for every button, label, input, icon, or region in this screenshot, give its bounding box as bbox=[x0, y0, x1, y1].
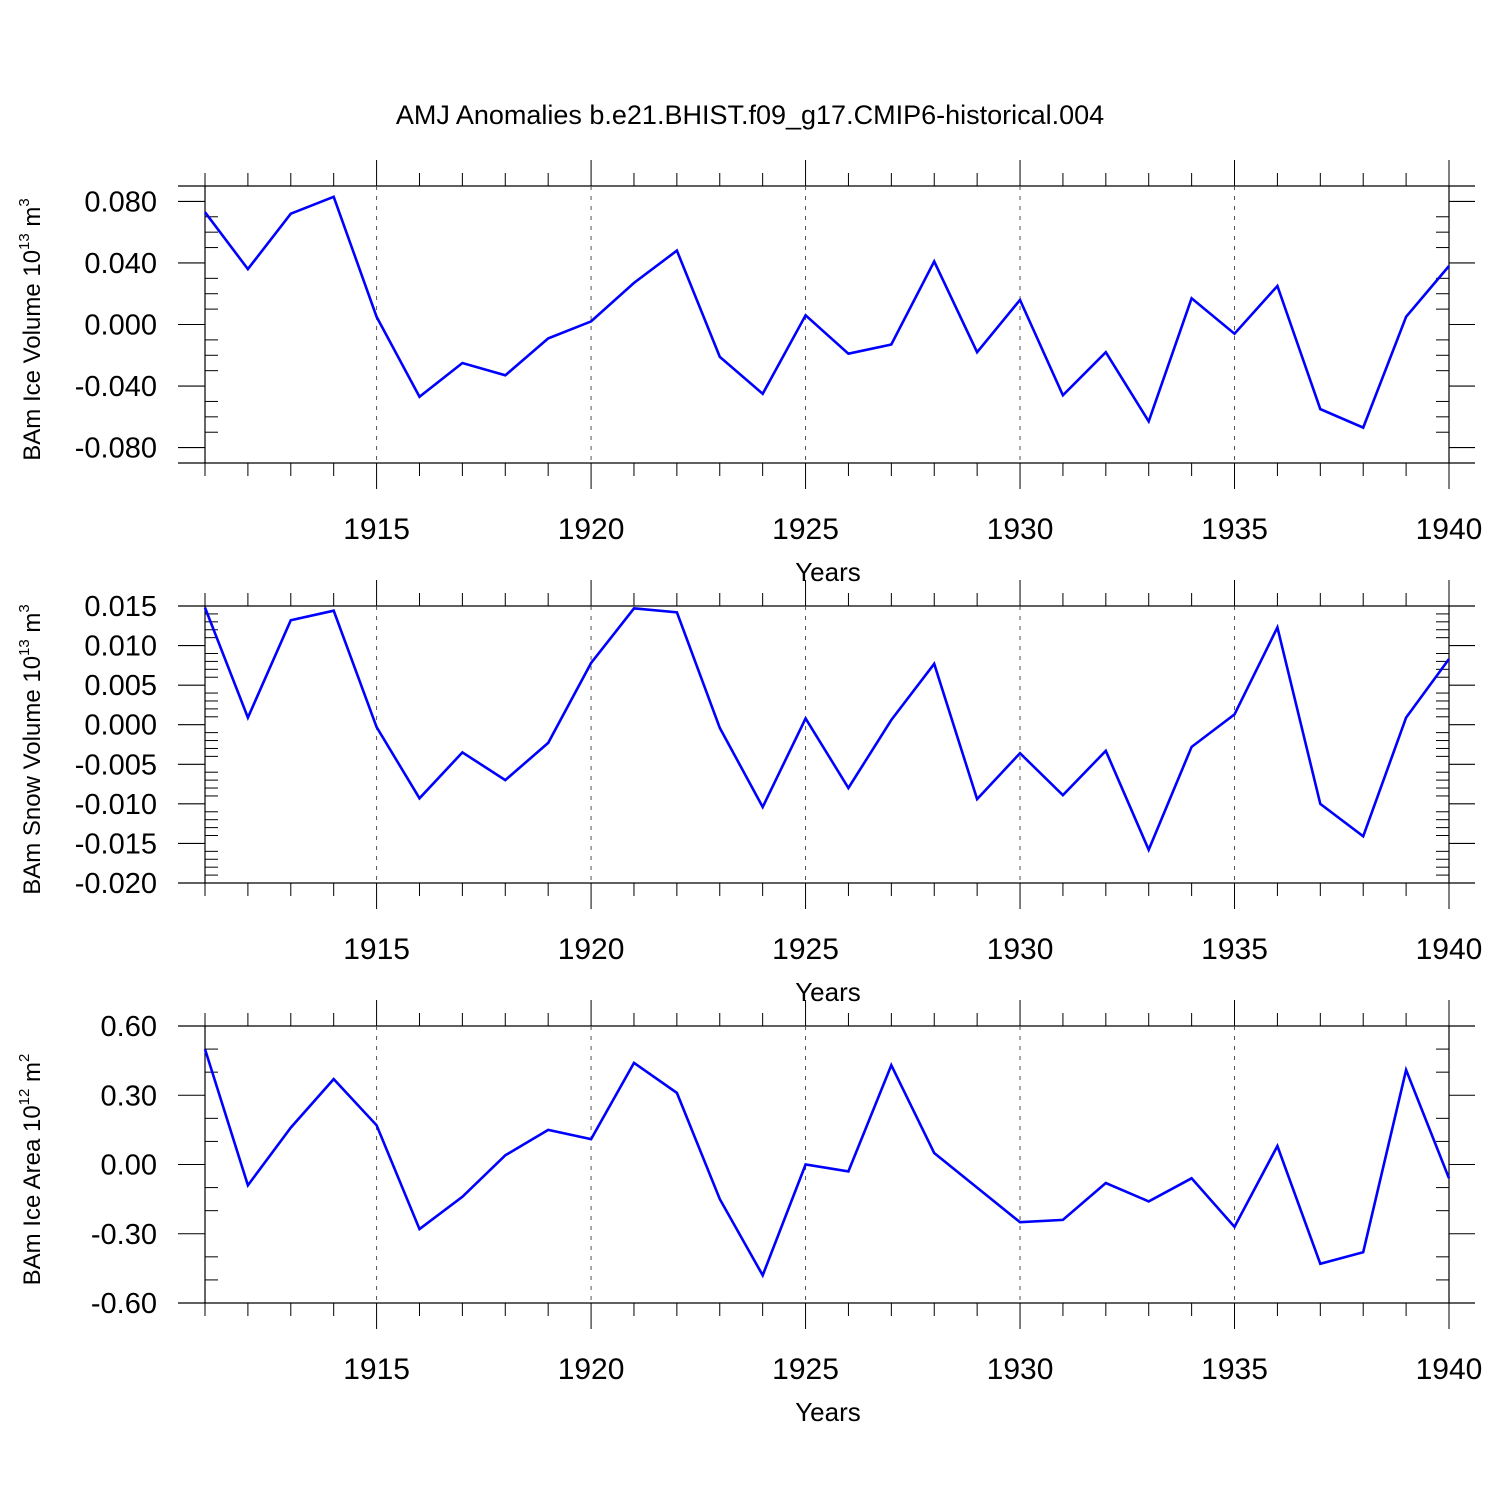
y-tick-label: 0.000 bbox=[84, 710, 157, 742]
x-tick-label-1925: 1925 bbox=[772, 1353, 839, 1386]
y-tick-label: 0.000 bbox=[84, 310, 157, 342]
x-tick-label-1940: 1940 bbox=[1416, 1353, 1483, 1386]
y-axis-label-main: BAm Snow Volume 10 bbox=[19, 656, 46, 895]
x-tick-label-1915: 1915 bbox=[343, 1353, 410, 1386]
x-tick-label-1935: 1935 bbox=[1201, 513, 1268, 546]
y-axis-label-exponent: 13 bbox=[16, 639, 33, 656]
x-tick-label-1920: 1920 bbox=[558, 1353, 625, 1386]
x-tick-label-1920: 1920 bbox=[558, 513, 625, 546]
y-axis-label-unit: m bbox=[19, 1062, 46, 1089]
y-tick-label: 0.00 bbox=[101, 1150, 157, 1182]
x-tick-label-1930: 1930 bbox=[987, 1353, 1054, 1386]
x-tick-label-1915: 1915 bbox=[343, 933, 410, 966]
y-tick-label: -0.010 bbox=[75, 789, 157, 821]
y-tick-label: 0.010 bbox=[84, 631, 157, 663]
y-axis-label-unit-exponent: 2 bbox=[16, 1054, 33, 1062]
series-line bbox=[203, 607, 1451, 854]
x-axis-label: Years bbox=[795, 1397, 861, 1427]
y-tick-label: -0.60 bbox=[91, 1288, 157, 1320]
y-axis-label-unit: m bbox=[19, 207, 46, 234]
x-tick-label-1940: 1940 bbox=[1416, 513, 1483, 546]
y-axis-label-unit: m bbox=[19, 613, 46, 640]
y-axis-label-main: BAm Ice Area 10 bbox=[19, 1105, 46, 1285]
y-tick-label: -0.080 bbox=[75, 433, 157, 465]
y-tick-label: -0.040 bbox=[75, 371, 157, 403]
y-tick-label: -0.005 bbox=[75, 749, 157, 781]
x-tick-label-1930: 1930 bbox=[987, 933, 1054, 966]
y-tick-label: 0.040 bbox=[84, 248, 157, 280]
series-line bbox=[203, 1048, 1451, 1279]
y-axis-label: BAm Snow Volume 1013 m3 bbox=[16, 604, 46, 895]
series-line bbox=[203, 195, 1450, 430]
panel-2: 1915 1920 1925 1930 1935 1940 Years -0.020 -0.01… bbox=[16, 580, 1482, 1007]
y-tick-label: -0.30 bbox=[91, 1219, 157, 1251]
y-tick-label: 0.005 bbox=[84, 670, 157, 702]
y-tick-label: -0.020 bbox=[75, 868, 157, 900]
x-tick-label-1930: 1930 bbox=[987, 513, 1054, 546]
panel-1: 1915 1920 1925 1930 1935 1940 Years -0.080 -0.04… bbox=[16, 160, 1482, 587]
y-tick-label: -0.015 bbox=[75, 828, 157, 860]
x-tick-label-1915: 1915 bbox=[343, 513, 410, 546]
x-tick-label-1925: 1925 bbox=[772, 513, 839, 546]
y-axis-label: BAm Ice Area 1012 m2 bbox=[16, 1054, 46, 1286]
y-axis-label-exponent: 13 bbox=[16, 233, 33, 250]
chart-title: AMJ Anomalies b.e21.BHIST.f09_g17.CMIP6-… bbox=[396, 100, 1104, 130]
y-axis-label-unit-exponent: 3 bbox=[16, 604, 33, 612]
y-tick-label: 0.015 bbox=[84, 591, 157, 623]
x-tick-label-1925: 1925 bbox=[772, 933, 839, 966]
y-axis-label: BAm Ice Volume 1013 m3 bbox=[16, 198, 46, 460]
y-axis-label-unit-exponent: 3 bbox=[16, 198, 33, 206]
y-axis-label-exponent: 12 bbox=[16, 1089, 33, 1106]
x-tick-label-1940: 1940 bbox=[1416, 933, 1483, 966]
x-tick-label-1935: 1935 bbox=[1201, 1353, 1268, 1386]
chart-panels: 1915 1920 1925 1930 1935 1940 Years -0.080 -0.04… bbox=[16, 160, 1482, 1427]
x-tick-label-1935: 1935 bbox=[1201, 933, 1268, 966]
y-tick-label: 0.30 bbox=[101, 1080, 157, 1112]
panel-3: 1915 1920 1925 1930 1935 1940 Years -0.60 -0.30 0… bbox=[16, 1000, 1482, 1427]
x-tick-label-1920: 1920 bbox=[558, 933, 625, 966]
y-axis-label-main: BAm Ice Volume 10 bbox=[19, 250, 46, 461]
x-axis-label: Years bbox=[795, 557, 861, 587]
x-axis-label: Years bbox=[795, 977, 861, 1007]
y-tick-label: 0.080 bbox=[84, 186, 157, 218]
y-tick-label: 0.60 bbox=[101, 1011, 157, 1043]
